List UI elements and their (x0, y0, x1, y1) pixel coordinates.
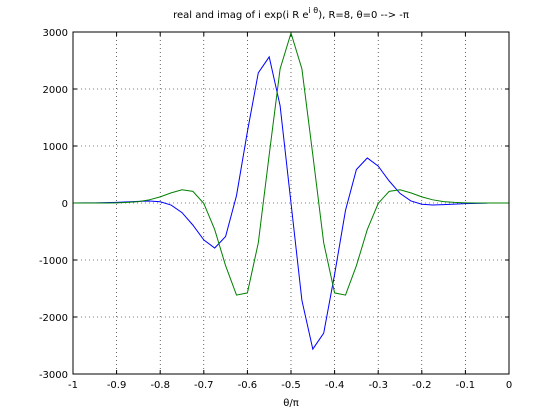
x-tick-label: -0.5 (281, 380, 301, 391)
x-tick-label: -0.1 (456, 380, 476, 391)
x-tick-label: -0.2 (412, 380, 432, 391)
y-tick-label: 1000 (43, 142, 68, 153)
x-axis-label: θ/π (283, 398, 299, 409)
x-tick-label: -0.3 (368, 380, 388, 391)
x-tick-label: -0.9 (107, 380, 127, 391)
x-tick-label: -0.8 (150, 380, 170, 391)
title-superscript: i θ (309, 6, 319, 15)
y-tick-label: 3000 (43, 28, 68, 39)
axes-box (72, 31, 510, 375)
x-tick-label: -1 (68, 380, 78, 391)
data-line (73, 31, 509, 296)
y-tick-label: -3000 (39, 370, 68, 381)
title-part: ), R=8, θ=0 --> -π (318, 10, 409, 21)
y-tick-label: 0 (62, 199, 68, 210)
y-tick-label: -1000 (39, 256, 68, 267)
chart-title: real and imag of i exp(i R ei θ), R=8, θ… (173, 6, 409, 21)
title-part: real and imag of i exp(i R e (173, 10, 308, 21)
x-tick-label: -0.7 (194, 380, 214, 391)
y-tick-label: -2000 (39, 313, 68, 324)
x-tick-label: -0.6 (238, 380, 258, 391)
x-tick-label: -0.4 (325, 380, 345, 391)
x-tick-label: 0 (506, 380, 512, 391)
y-tick-label: 2000 (43, 85, 68, 96)
